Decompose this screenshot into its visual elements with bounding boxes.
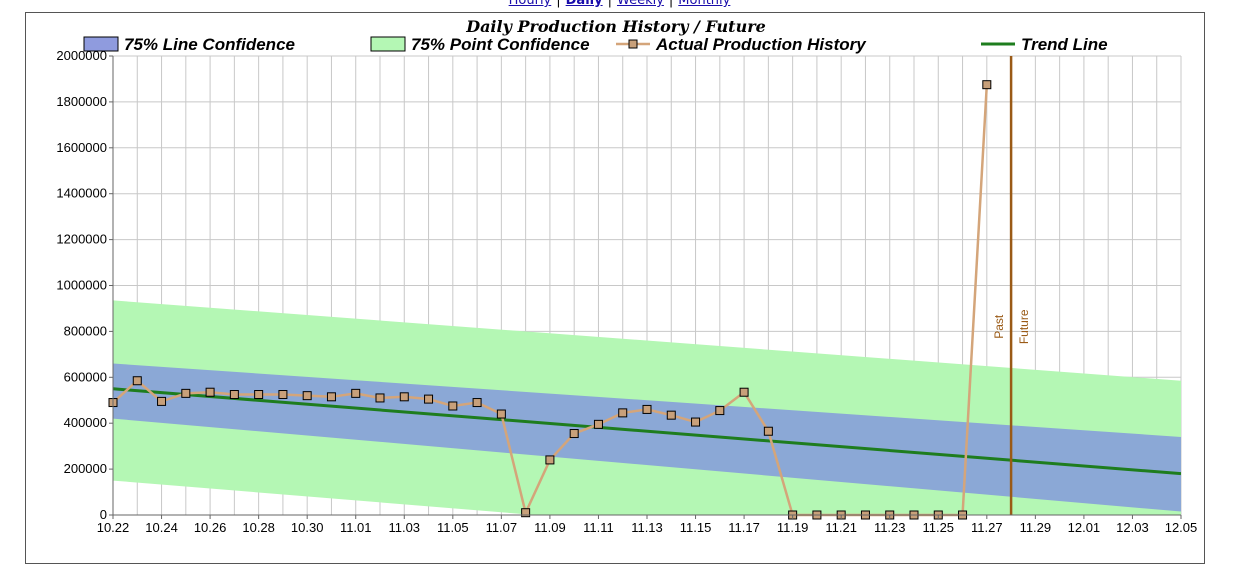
data-point bbox=[399, 392, 409, 402]
data-point bbox=[326, 392, 336, 402]
data-point bbox=[424, 394, 434, 404]
x-tick-label: 12.05 bbox=[1165, 520, 1198, 535]
data-point bbox=[472, 398, 482, 408]
data-point bbox=[642, 404, 652, 414]
x-tick-label: 11.13 bbox=[631, 520, 663, 535]
data-point bbox=[545, 455, 555, 465]
x-tick-label: 12.03 bbox=[1116, 520, 1149, 535]
y-tick-label: 400000 bbox=[64, 415, 107, 430]
x-tick-label: 11.05 bbox=[437, 520, 469, 535]
y-tick-label: 2000000 bbox=[56, 48, 107, 63]
data-point bbox=[448, 401, 458, 411]
y-tick-label: 800000 bbox=[64, 323, 107, 338]
granularity-nav: Hourly | Daily | Weekly | Monthly bbox=[0, 0, 1239, 8]
x-tick-label: 11.25 bbox=[922, 520, 954, 535]
future-label: Future bbox=[1017, 309, 1031, 344]
nav-separator: | bbox=[668, 0, 674, 8]
data-point bbox=[496, 409, 506, 419]
data-point bbox=[254, 390, 264, 400]
data-point bbox=[229, 390, 239, 400]
data-point bbox=[739, 387, 749, 397]
data-point bbox=[982, 80, 992, 90]
trend-line bbox=[113, 387, 1181, 476]
data-point bbox=[569, 429, 579, 439]
data-point bbox=[351, 388, 361, 398]
data-point bbox=[593, 419, 603, 429]
production-chart: Daily Production History / Future 75% Li… bbox=[25, 12, 1205, 564]
data-point bbox=[302, 391, 312, 401]
nav-link-hourly[interactable]: Hourly bbox=[508, 0, 552, 8]
legend: 75% Line Confidence 75% Point Confidence A… bbox=[83, 35, 1108, 54]
x-tick-label: 11.21 bbox=[825, 520, 857, 535]
x-tick-label: 11.03 bbox=[388, 520, 420, 535]
data-point bbox=[205, 387, 215, 397]
legend-swatch-75-point-confidence bbox=[370, 36, 406, 52]
data-point bbox=[521, 508, 531, 518]
nav-separator: | bbox=[556, 0, 561, 8]
y-tick-label: 1000000 bbox=[56, 278, 107, 293]
x-tick-label: 11.23 bbox=[874, 520, 906, 535]
data-point bbox=[181, 388, 191, 398]
data-point bbox=[375, 393, 385, 403]
x-tick-label: 11.27 bbox=[971, 520, 1003, 535]
nav-link-daily[interactable]: Daily bbox=[565, 0, 603, 8]
x-tick-label: 11.07 bbox=[486, 520, 518, 535]
data-point bbox=[132, 376, 142, 386]
x-tick-label: 11.15 bbox=[680, 520, 712, 535]
data-point bbox=[691, 417, 701, 427]
x-tick-label: 11.17 bbox=[728, 520, 760, 535]
legend-label-trend-line: Trend Line bbox=[1021, 35, 1108, 54]
x-tick-label: 11.11 bbox=[583, 520, 614, 535]
legend-label-75-point-confidence: 75% Point Confidence bbox=[411, 35, 590, 54]
y-tick-label: 200000 bbox=[64, 461, 107, 476]
plot-area: Past Future 0 200000 400000 600000 800000 10000… bbox=[56, 48, 1198, 535]
data-point bbox=[763, 426, 773, 436]
legend-marker-actual-production-history bbox=[628, 39, 638, 49]
x-tick-label: 10.26 bbox=[194, 520, 227, 535]
data-point bbox=[715, 406, 725, 416]
data-point bbox=[618, 408, 628, 418]
x-tick-label: 11.09 bbox=[534, 520, 566, 535]
chart-title: Daily Production History / Future bbox=[465, 17, 766, 36]
legend-label-75-line-confidence: 75% Line Confidence bbox=[124, 35, 295, 54]
x-tick-label: 12.01 bbox=[1068, 520, 1101, 535]
legend-swatch-75-line-confidence bbox=[83, 36, 119, 52]
y-tick-label: 1400000 bbox=[56, 186, 107, 201]
data-point bbox=[666, 410, 676, 420]
x-tick-label: 11.01 bbox=[340, 520, 372, 535]
x-tick-label: 10.28 bbox=[242, 520, 275, 535]
nav-link-monthly[interactable]: Monthly bbox=[678, 0, 731, 8]
x-tick-label: 11.19 bbox=[777, 520, 809, 535]
y-tick-label: 600000 bbox=[64, 369, 107, 384]
y-tick-label: 0 bbox=[100, 507, 107, 522]
x-tick-label: 10.22 bbox=[97, 520, 130, 535]
data-point bbox=[278, 390, 288, 400]
nav-separator: | bbox=[607, 0, 612, 8]
data-point bbox=[157, 396, 167, 406]
past-label: Past bbox=[992, 314, 1006, 339]
y-tick-label: 1800000 bbox=[56, 94, 107, 109]
x-tick-label: 10.24 bbox=[145, 520, 178, 535]
x-tick-label: 11.29 bbox=[1020, 520, 1052, 535]
nav-link-weekly[interactable]: Weekly bbox=[616, 0, 664, 8]
x-tick-label: 10.30 bbox=[291, 520, 324, 535]
y-tick-label: 1200000 bbox=[56, 232, 107, 247]
chart-svg: Daily Production History / Future 75% Li… bbox=[56, 17, 1198, 535]
legend-label-actual-production-history: Actual Production History bbox=[655, 35, 867, 54]
y-tick-label: 1600000 bbox=[56, 140, 107, 155]
